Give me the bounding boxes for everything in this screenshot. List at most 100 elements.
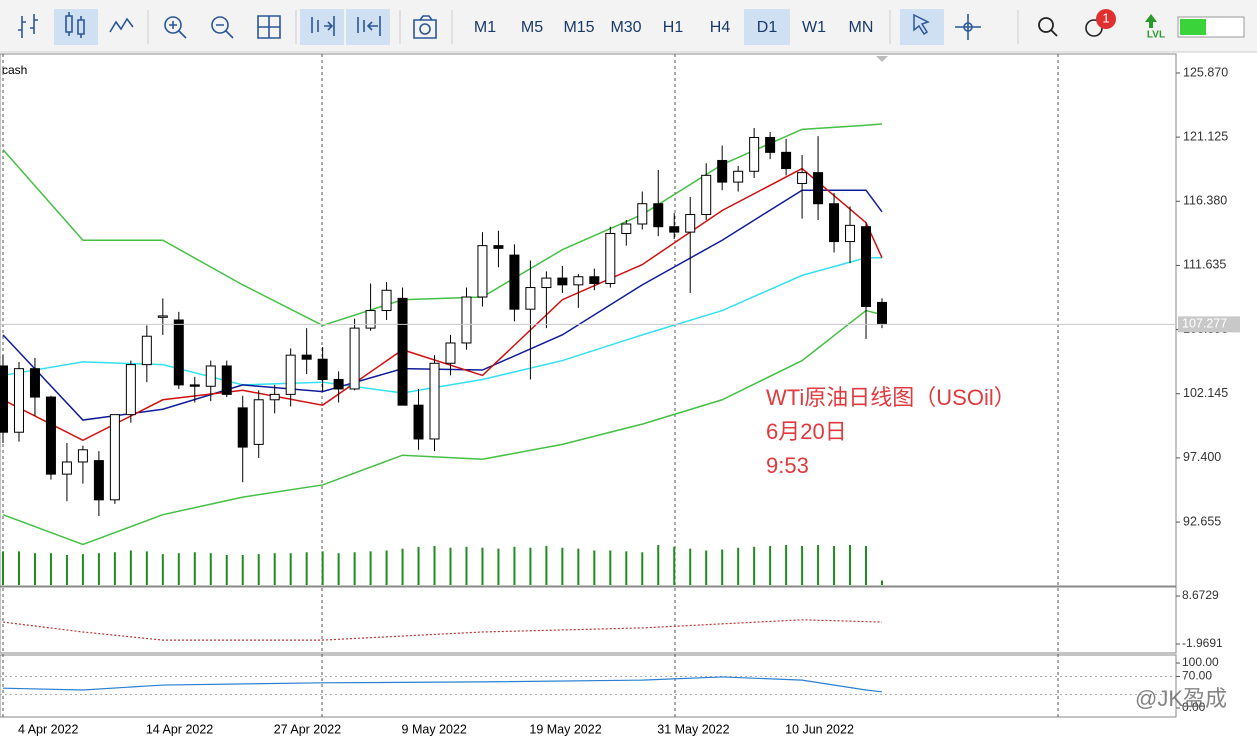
date-label: 27 Apr 2022 [274, 722, 341, 736]
volume-bar [593, 550, 596, 585]
candle-body [557, 277, 568, 286]
search-handle [1050, 29, 1058, 37]
volume-bar [241, 555, 244, 585]
volume-bar [465, 546, 468, 585]
candle-body [477, 245, 488, 298]
price-label: 102.145 [1183, 386, 1228, 400]
candle-body [381, 289, 392, 312]
volume-bar [417, 546, 420, 585]
candle-body [189, 384, 200, 387]
date-label: 10 Jun 2022 [785, 722, 854, 736]
timeframe-button[interactable]: M30 [610, 19, 641, 36]
indicator-label: -1.9691 [1182, 636, 1223, 650]
timeframe-button[interactable]: H1 [663, 19, 684, 36]
volume-bar [817, 545, 820, 585]
notification-badge [1096, 9, 1116, 29]
shift-button[interactable] [357, 16, 381, 36]
volume-bar [849, 545, 852, 585]
volume-bar [881, 580, 883, 585]
volume-bar [161, 554, 164, 585]
volume-bar [657, 545, 660, 585]
candle-body [701, 174, 712, 216]
volume-bar [2, 551, 4, 585]
volume-bar [65, 555, 68, 585]
volume-bar [737, 547, 740, 585]
timeframe-button[interactable]: M1 [474, 19, 496, 36]
volume-bar [865, 545, 868, 585]
volume-bar [177, 553, 180, 585]
zoom-out-icon [216, 24, 234, 39]
volume-bar [545, 545, 548, 585]
timeframe-button[interactable]: M15 [563, 19, 594, 36]
date-label: 9 May 2022 [402, 722, 467, 736]
candle-body [0, 365, 8, 433]
volume-bar [673, 546, 676, 585]
candle-body [429, 362, 440, 440]
volume-bar [321, 551, 324, 585]
volume-bar [225, 555, 228, 585]
candle-body [349, 327, 360, 390]
bar-chart-button[interactable] [18, 14, 38, 38]
active-button [900, 9, 944, 45]
timeframe-button[interactable]: W1 [802, 19, 826, 36]
candle-body [13, 368, 24, 433]
active-button [300, 9, 344, 45]
candle-body [125, 364, 136, 416]
watermark: @JK盈成 [1135, 686, 1227, 711]
price-label: 121.125 [1183, 129, 1228, 143]
candle-body [397, 297, 408, 406]
candle-body [205, 365, 216, 387]
volume-bar [641, 552, 644, 585]
volume-bar [689, 548, 692, 585]
timeframe-button[interactable]: M5 [521, 19, 543, 36]
timeframe-buttons[interactable]: M1 M5 M15 M30 H1 H4 D1 W1 MN [474, 9, 874, 45]
level-icon [1145, 14, 1157, 28]
volume-bar [273, 553, 276, 585]
indicator-line [2, 676, 883, 693]
volume-bar [769, 545, 772, 585]
indicator-label: 0.00 [1182, 700, 1206, 714]
volume-bar [753, 546, 756, 585]
volume-bar [81, 554, 84, 585]
zoom-in-icon [169, 21, 187, 39]
candle-body [109, 414, 120, 501]
candle-chart-button[interactable] [65, 12, 85, 38]
screenshot-button[interactable] [413, 15, 437, 39]
candle-body [461, 296, 472, 344]
timeframe-button[interactable]: H4 [710, 19, 731, 36]
autoscroll-button[interactable] [311, 16, 335, 36]
chart-type-buttons[interactable] [18, 9, 134, 45]
timeframe-button[interactable]: D1 [757, 19, 778, 36]
volume-bar [145, 551, 148, 585]
candle-body [525, 287, 536, 310]
main-panel [0, 53, 1177, 587]
grid-button[interactable] [257, 15, 281, 39]
candle-body [509, 254, 520, 310]
annotation: 6月20日 [766, 419, 847, 444]
zoom-in[interactable] [164, 16, 182, 34]
candle-body [285, 354, 296, 395]
search-button[interactable] [1038, 17, 1054, 33]
crosshair-button[interactable] [955, 14, 981, 40]
candle-body [845, 224, 856, 243]
candle-body [669, 226, 680, 233]
volume-bar [17, 551, 20, 585]
indicator-label: 8.6729 [1182, 588, 1219, 602]
line-chart-button[interactable] [109, 17, 134, 33]
candle-body [365, 310, 376, 329]
notification-count: 1 [1102, 10, 1109, 25]
zoom-buttons[interactable] [164, 15, 281, 39]
candle-body [781, 151, 792, 170]
volume-bar [609, 550, 612, 585]
volume-bar [721, 549, 724, 585]
volume-bar [209, 553, 212, 585]
candle-body [605, 232, 616, 284]
candle-body [861, 226, 872, 307]
volume-bar [433, 545, 436, 585]
cursor-button[interactable] [913, 13, 930, 36]
volume-bar [257, 554, 260, 585]
timeframe-button[interactable]: MN [849, 19, 874, 36]
date-label: 14 Apr 2022 [146, 722, 213, 736]
zoom-out[interactable] [211, 16, 229, 34]
volume-bar [193, 552, 196, 585]
